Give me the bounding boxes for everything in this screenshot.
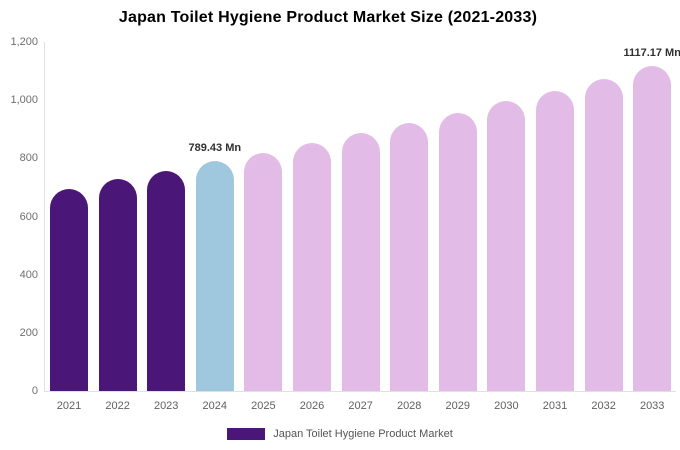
y-tick-1200: 1,200 [10, 36, 38, 48]
x-tick-2033: 2033 [639, 400, 665, 412]
bar-2028 [390, 123, 429, 391]
bar-2029 [438, 112, 477, 391]
bar-2027 [341, 133, 380, 391]
bar-2024 [195, 161, 234, 391]
chart-title: Japan Toilet Hygiene Product Market Size… [118, 9, 538, 26]
x-tick-2028: 2028 [396, 400, 422, 412]
x-axis-line [44, 391, 676, 392]
x-tick-2021: 2021 [56, 400, 82, 412]
x-tick-2025: 2025 [251, 400, 276, 412]
y-axis-line [44, 42, 45, 391]
x-tick-2031: 2031 [542, 400, 568, 412]
bar-2022 [98, 179, 137, 391]
value-label-2033: 1117.17 Mn [623, 47, 680, 60]
x-tick-2024: 2024 [202, 400, 228, 412]
bar-2023 [147, 170, 186, 391]
y-tick-400: 400 [19, 268, 38, 281]
x-tick-2023: 2023 [153, 400, 179, 412]
x-tick-2026: 2026 [299, 400, 325, 412]
bar-2031 [536, 90, 574, 391]
x-tick-2027: 2027 [348, 400, 373, 412]
y-tick-600: 600 [19, 210, 38, 223]
legend-label: Japan Toilet Hygiene Product Market [273, 428, 453, 440]
bar-2021 [50, 188, 88, 391]
y-tick-800: 800 [19, 152, 38, 165]
x-tick-2029: 2029 [445, 400, 471, 412]
y-tick-200: 200 [19, 326, 38, 339]
bar-2026 [293, 142, 331, 391]
value-label-2024: 789.43 Mn [188, 142, 242, 155]
legend: Japan Toilet Hygiene Product Market [0, 427, 680, 441]
x-tick-2030: 2030 [494, 400, 519, 412]
bar-2033 [633, 66, 672, 391]
bar-2030 [487, 101, 526, 391]
x-tick-2032: 2032 [591, 400, 616, 412]
bar-2032 [584, 79, 623, 391]
y-tick-0: 0 [31, 385, 38, 397]
legend-swatch [227, 428, 266, 440]
y-tick-1000: 1,000 [10, 94, 38, 107]
x-tick-2022: 2022 [105, 400, 130, 412]
bar-2025 [244, 152, 283, 391]
